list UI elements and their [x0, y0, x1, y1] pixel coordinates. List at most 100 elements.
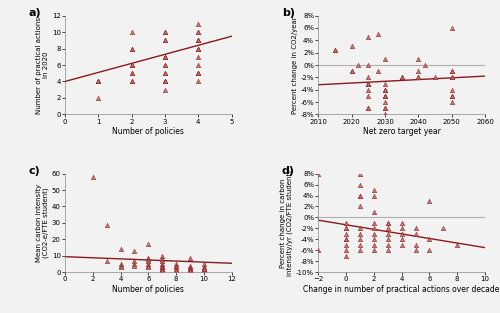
- Point: [448, 69, 456, 74]
- Point: [194, 46, 202, 51]
- X-axis label: Number of policies: Number of policies: [112, 285, 184, 294]
- Point: [356, 182, 364, 187]
- Point: [94, 79, 102, 84]
- Point: [194, 21, 202, 26]
- Point: [194, 38, 202, 43]
- Point: [161, 38, 169, 43]
- Point: [161, 79, 169, 84]
- Point: [421, 63, 429, 68]
- Point: [194, 38, 202, 43]
- Point: [398, 75, 406, 80]
- Point: [448, 100, 456, 105]
- Point: [94, 79, 102, 84]
- Point: [128, 46, 136, 51]
- Point: [128, 46, 136, 51]
- Point: [356, 193, 364, 198]
- Point: [398, 220, 406, 225]
- Point: [158, 268, 166, 273]
- Point: [398, 231, 406, 236]
- Point: [381, 56, 389, 61]
- Point: [331, 47, 339, 52]
- Point: [161, 71, 169, 76]
- Point: [161, 54, 169, 59]
- Point: [348, 44, 356, 49]
- Point: [398, 75, 406, 80]
- Point: [144, 263, 152, 268]
- Point: [342, 226, 350, 231]
- Point: [342, 231, 350, 236]
- Point: [398, 226, 406, 231]
- X-axis label: Number of policies: Number of policies: [112, 127, 184, 136]
- Point: [186, 268, 194, 273]
- Point: [161, 30, 169, 35]
- Point: [381, 112, 389, 117]
- Point: [128, 30, 136, 35]
- Point: [161, 54, 169, 59]
- Point: [414, 56, 422, 61]
- Point: [384, 220, 392, 225]
- Point: [128, 79, 136, 84]
- Point: [158, 253, 166, 258]
- Point: [94, 79, 102, 84]
- Point: [426, 237, 434, 242]
- Point: [194, 79, 202, 84]
- Point: [448, 93, 456, 98]
- Point: [194, 71, 202, 76]
- Point: [348, 69, 356, 74]
- Point: [381, 81, 389, 86]
- Point: [370, 237, 378, 242]
- Point: [381, 93, 389, 98]
- Point: [194, 63, 202, 68]
- Y-axis label: Mean carbon intensity
(CO2-e/FTE student): Mean carbon intensity (CO2-e/FTE student…: [36, 184, 49, 262]
- Point: [448, 69, 456, 74]
- Point: [89, 174, 97, 179]
- Point: [381, 106, 389, 111]
- Point: [144, 262, 152, 267]
- Point: [356, 242, 364, 247]
- Point: [431, 75, 439, 80]
- Point: [161, 71, 169, 76]
- Point: [370, 220, 378, 225]
- Point: [381, 87, 389, 92]
- Point: [448, 25, 456, 30]
- Point: [144, 257, 152, 262]
- Point: [186, 266, 194, 271]
- Point: [412, 226, 420, 231]
- Point: [364, 75, 372, 80]
- Point: [356, 248, 364, 253]
- Point: [161, 54, 169, 59]
- Point: [370, 242, 378, 247]
- Point: [356, 237, 364, 242]
- Point: [116, 263, 124, 268]
- Point: [364, 93, 372, 98]
- Point: [384, 226, 392, 231]
- Point: [342, 220, 350, 225]
- Point: [161, 63, 169, 68]
- Point: [158, 266, 166, 271]
- Point: [161, 38, 169, 43]
- Point: [200, 268, 208, 273]
- Point: [94, 95, 102, 100]
- Point: [374, 32, 382, 37]
- Point: [374, 69, 382, 74]
- Point: [200, 262, 208, 267]
- Point: [448, 75, 456, 80]
- Point: [384, 248, 392, 253]
- Point: [370, 187, 378, 192]
- Point: [144, 255, 152, 260]
- Point: [384, 231, 392, 236]
- Point: [172, 268, 180, 273]
- Point: [158, 258, 166, 263]
- Point: [161, 30, 169, 35]
- Point: [144, 242, 152, 247]
- Point: [128, 63, 136, 68]
- Point: [448, 75, 456, 80]
- Point: [356, 231, 364, 236]
- Point: [412, 242, 420, 247]
- Point: [116, 262, 124, 267]
- Point: [356, 204, 364, 209]
- Point: [186, 266, 194, 271]
- Point: [364, 106, 372, 111]
- Point: [194, 71, 202, 76]
- Point: [412, 248, 420, 253]
